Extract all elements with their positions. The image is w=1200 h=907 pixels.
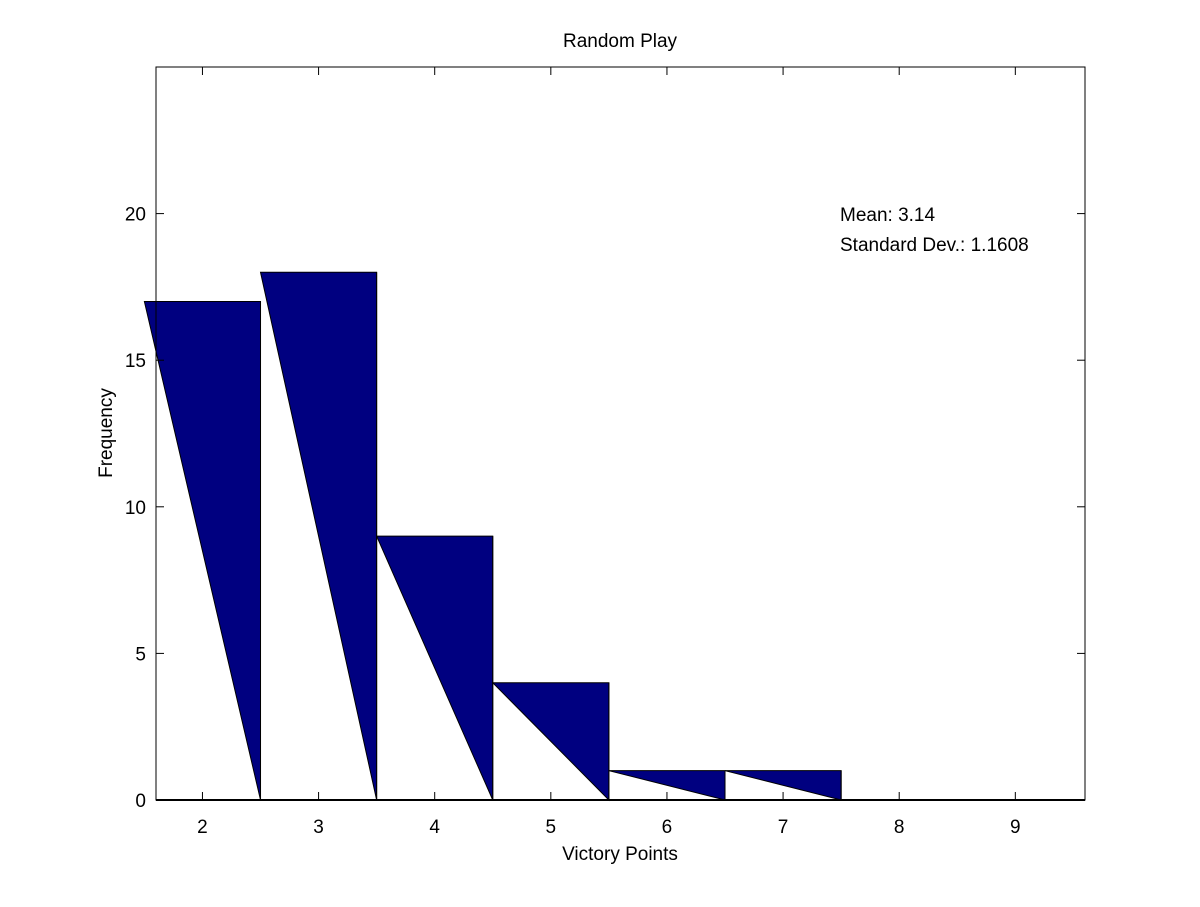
chart-title: Random Play bbox=[563, 31, 678, 52]
std-dev-annotation: Standard Dev.: 1.1608 bbox=[840, 235, 1029, 256]
x-tick-label: 2 bbox=[197, 817, 208, 838]
y-tick-label: 20 bbox=[125, 205, 146, 226]
x-tick-label: 3 bbox=[313, 817, 324, 838]
y-tick-label: 15 bbox=[125, 351, 146, 372]
plot-frame bbox=[155, 66, 1086, 801]
x-tick-label: 8 bbox=[894, 817, 905, 838]
y-tick-label: 0 bbox=[135, 791, 146, 812]
tick-labels-group: 2 3 4 5 6 7 8 9 0 5 10 15 20 bbox=[125, 205, 1021, 838]
y-axis-label: Frequency bbox=[96, 388, 117, 478]
x-tick-label: 6 bbox=[662, 817, 673, 838]
x-tick-label: 5 bbox=[546, 817, 557, 838]
x-tick-label: 7 bbox=[778, 817, 789, 838]
x-axis-label: Victory Points bbox=[562, 844, 678, 865]
x-tick-label: 9 bbox=[1010, 817, 1021, 838]
ticks-group bbox=[156, 67, 1085, 801]
y-tick-label: 10 bbox=[125, 498, 146, 519]
y-tick-label: 5 bbox=[135, 644, 146, 665]
mean-annotation: Mean: 3.14 bbox=[840, 205, 935, 226]
x-tick-label: 4 bbox=[429, 817, 440, 838]
